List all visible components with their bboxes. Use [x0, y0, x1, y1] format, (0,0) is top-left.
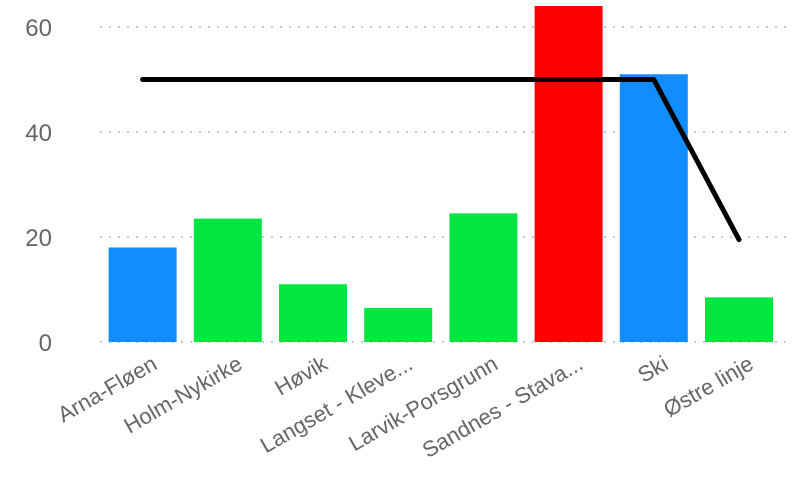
x-tick-label: Ski — [633, 351, 672, 388]
bars — [108, 6, 773, 342]
bar-5 — [449, 213, 518, 342]
x-tick-label: Høvik — [270, 350, 332, 400]
bar-3 — [279, 284, 347, 342]
y-tick-label: 40 — [25, 120, 52, 147]
target-line-path — [140, 77, 742, 243]
y-tick-label: 0 — [39, 330, 52, 357]
y-tick-label: 60 — [25, 15, 52, 42]
bar-2 — [193, 218, 262, 342]
x-tick-label: Sandnes - Stava... — [418, 351, 587, 463]
bar-7 — [619, 74, 688, 342]
y-axis-ticks: 0 20 40 60 — [25, 15, 52, 357]
bar-4 — [364, 307, 433, 342]
bar-8 — [705, 297, 773, 342]
target-line — [140, 77, 742, 243]
bar-6 — [534, 6, 603, 342]
y-tick-label: 20 — [25, 225, 52, 252]
bar-1 — [108, 247, 177, 342]
x-tick-label: Langset - Kleve... — [256, 351, 417, 458]
x-tick-label: Østre linje — [659, 351, 757, 422]
